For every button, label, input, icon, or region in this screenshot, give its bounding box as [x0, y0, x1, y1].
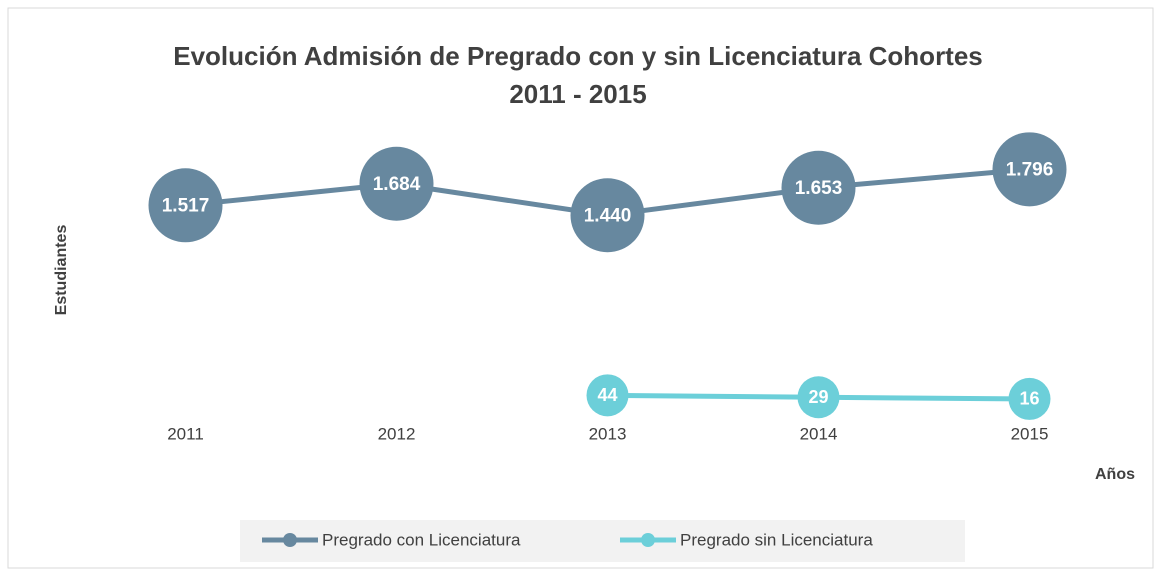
data-point — [781, 150, 856, 225]
data-point — [359, 146, 434, 221]
data-label: 1.517 — [162, 195, 210, 216]
x-tick-label: 2015 — [1011, 424, 1049, 443]
legend-marker — [283, 533, 297, 547]
data-point — [992, 132, 1067, 207]
legend-label: Pregrado sin Licenciatura — [680, 530, 873, 549]
data-point — [797, 376, 840, 419]
legend-label: Pregrado con Licenciatura — [322, 530, 521, 549]
data-label: 1.684 — [373, 174, 421, 195]
x-axis-title: Años — [1095, 466, 1135, 483]
data-point — [1008, 377, 1051, 420]
legend — [240, 520, 965, 562]
legend-marker — [641, 533, 655, 547]
data-label: 44 — [597, 385, 617, 405]
data-point — [148, 168, 223, 243]
x-tick-label: 2012 — [378, 424, 416, 443]
chart-title: 2011 - 2015 — [509, 79, 646, 109]
data-label: 1.653 — [795, 178, 843, 199]
x-tick-label: 2011 — [167, 424, 204, 443]
data-label: 16 — [1019, 389, 1039, 409]
data-label: 29 — [808, 387, 828, 407]
x-tick-label: 2013 — [589, 424, 627, 443]
chart-frame — [7, 7, 1154, 569]
y-axis-title: Estudiantes — [53, 225, 70, 316]
x-tick-label: 2014 — [800, 424, 838, 443]
chart-title: Evolución Admisión de Pregrado con y sin… — [173, 41, 983, 71]
data-point — [570, 178, 645, 253]
data-label: 1.440 — [584, 205, 632, 226]
data-point — [586, 374, 629, 417]
data-label: 1.796 — [1006, 159, 1054, 180]
